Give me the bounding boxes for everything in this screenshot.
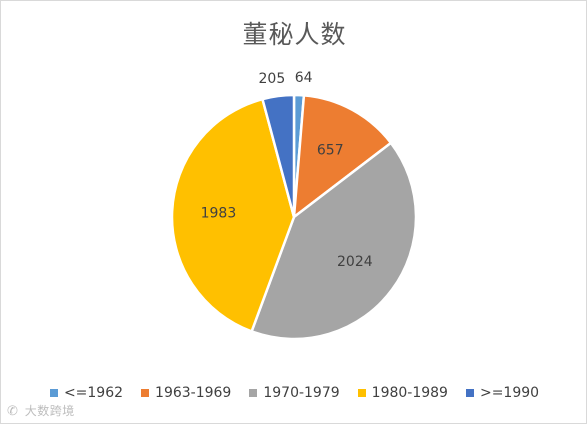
pie-slice bbox=[250, 141, 418, 341]
legend-swatch bbox=[249, 389, 258, 397]
legend-swatch bbox=[465, 389, 474, 397]
legend-item: 1980-1989 bbox=[357, 385, 448, 401]
pie-slice bbox=[292, 94, 393, 220]
legend-item: 1963-1969 bbox=[141, 385, 231, 401]
legend-label: 1970-1979 bbox=[263, 385, 340, 401]
legend-label: >=1990 bbox=[479, 385, 540, 401]
weibo-icon: ✆ bbox=[7, 404, 19, 419]
data-label: 1983 bbox=[201, 205, 237, 221]
legend-label: 1963-1969 bbox=[155, 385, 232, 401]
legend-swatch bbox=[49, 389, 58, 397]
data-label: 2024 bbox=[337, 254, 373, 270]
legend-item: 1970-1979 bbox=[249, 385, 340, 401]
pie-slice bbox=[260, 93, 296, 218]
legend-label: <=1962 bbox=[63, 385, 124, 401]
legend-label: 1980-1989 bbox=[371, 385, 448, 401]
pie-slices bbox=[170, 93, 418, 341]
legend-item: <=1962 bbox=[49, 385, 124, 401]
pie-slice bbox=[170, 97, 296, 334]
watermark: ✆ 大数跨境 bbox=[7, 402, 75, 419]
data-label: 205 bbox=[259, 71, 286, 87]
data-label: 64 bbox=[295, 70, 313, 86]
data-label: 657 bbox=[317, 143, 344, 159]
legend-swatch bbox=[141, 389, 150, 397]
pie-labels: 64 657 2024 1983 205 bbox=[201, 70, 373, 270]
watermark-text: 大数跨境 bbox=[24, 404, 75, 418]
legend-item: >=1990 bbox=[465, 385, 540, 401]
chart-title: 董秘人数 bbox=[242, 20, 347, 49]
legend-swatch bbox=[357, 389, 366, 397]
chart-legend: <=1962 1963-1969 1970-1979 1980-1989 >=1990 bbox=[1, 385, 587, 401]
